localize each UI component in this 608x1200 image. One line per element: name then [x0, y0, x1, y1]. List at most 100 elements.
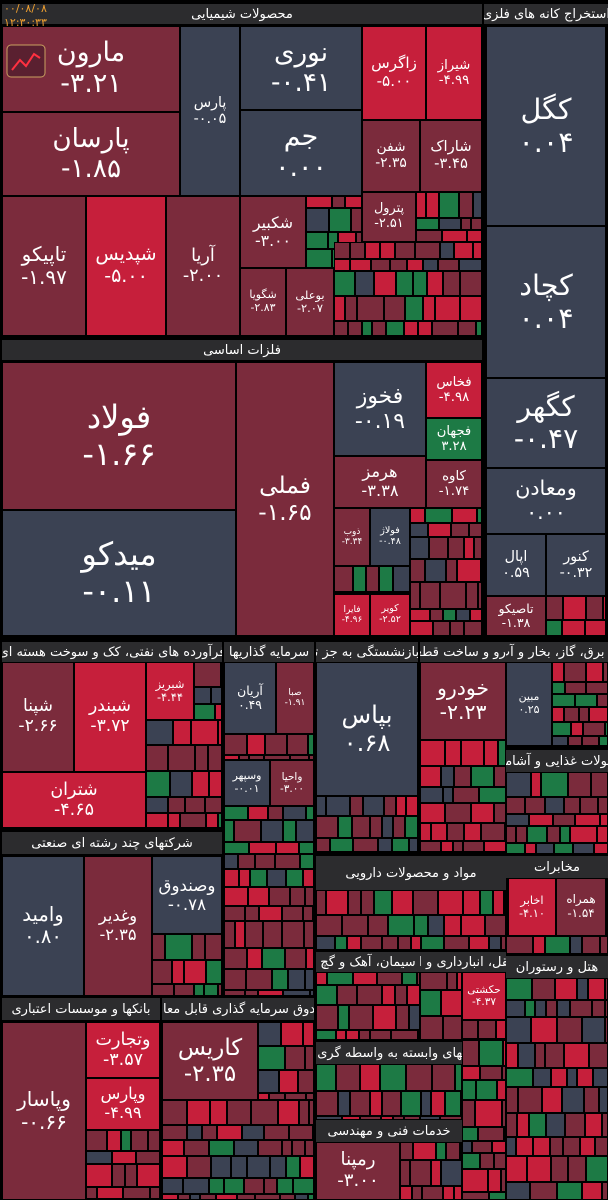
small-tile	[306, 249, 332, 268]
stock-tile: وتجارت -۳.۵۷	[86, 1022, 160, 1078]
small-tile	[494, 803, 506, 823]
small-tile	[258, 1022, 281, 1046]
small-tile	[416, 192, 426, 218]
small-tile	[379, 566, 393, 592]
small-tile	[255, 1194, 280, 1200]
stock-tile: نوری -۰.۴۱	[240, 26, 362, 110]
small-tile	[211, 1156, 231, 1178]
small-tile	[453, 787, 479, 803]
small-tile	[224, 806, 248, 820]
small-tile	[415, 242, 440, 259]
small-tile	[564, 1043, 589, 1068]
small-tile	[170, 771, 192, 797]
small-tile	[457, 972, 462, 990]
filler-block	[420, 740, 506, 852]
small-tile	[407, 985, 420, 1005]
small-tile	[413, 271, 427, 296]
small-tile	[316, 816, 338, 838]
small-tile	[600, 936, 608, 954]
small-tile	[357, 296, 384, 321]
small-tile	[247, 1156, 270, 1178]
small-tile	[146, 745, 168, 771]
small-tile	[410, 582, 420, 609]
small-tile	[224, 906, 245, 921]
price-change: -۲.۶۶	[18, 716, 58, 736]
small-tile	[461, 740, 484, 766]
small-tile	[384, 796, 396, 816]
price-change: -۱.۶۵	[258, 498, 312, 526]
small-tile	[406, 796, 418, 816]
small-tile	[471, 803, 494, 823]
price-change: -۳.۷۲	[90, 716, 130, 736]
small-tile	[305, 1046, 314, 1070]
small-tile	[299, 842, 314, 854]
small-tile	[585, 1113, 602, 1137]
small-tile	[146, 797, 168, 813]
price-change: -۲.۲۳	[439, 700, 487, 724]
small-tile	[471, 218, 482, 230]
small-tile	[305, 887, 314, 906]
stock-symbol: شبندر	[89, 696, 131, 717]
small-tile	[306, 806, 314, 820]
stock-tile: شیراز -۴.۹۹	[426, 26, 482, 120]
small-tile	[530, 1182, 557, 1200]
small-tile	[504, 1127, 506, 1141]
filler-block	[552, 662, 608, 746]
small-tile	[460, 296, 482, 321]
small-tile	[296, 820, 314, 842]
sector-header: حمل و نقل، انبارداری و ارتباطات	[420, 952, 506, 972]
small-tile	[372, 321, 386, 336]
small-tile	[506, 978, 532, 1000]
stock-tile: شبندر -۳.۷۲	[74, 662, 146, 772]
sector-header: خودرو و ساخت قطعات	[420, 642, 506, 662]
sector-header: خدمات فنی و مهندسی	[316, 1120, 462, 1142]
stock-tile: کگل ۰.۰۴	[486, 26, 606, 226]
small-tile	[420, 766, 441, 787]
stock-symbol: فخوز	[356, 383, 404, 409]
small-tile	[420, 841, 441, 852]
small-tile	[464, 823, 481, 841]
price-change: ۳.۲۸	[441, 439, 467, 454]
small-tile	[563, 1137, 580, 1156]
small-tile	[462, 1153, 480, 1169]
small-tile	[209, 771, 222, 797]
stock-symbol: شگویا	[249, 288, 277, 302]
stock-symbol: وپارس	[100, 1084, 146, 1104]
stock-tile: میدکو -۰.۱۱	[2, 510, 236, 636]
small-tile	[421, 1091, 431, 1116]
small-tile	[224, 887, 248, 906]
small-tile	[303, 1022, 314, 1046]
date: ۰۰/۰۸/۰۸	[4, 2, 47, 15]
price-change: -۳.۰۰	[280, 783, 304, 795]
small-tile	[348, 321, 362, 336]
small-tile	[433, 621, 450, 636]
small-tile	[410, 621, 433, 636]
small-tile	[463, 890, 480, 915]
small-tile	[210, 1100, 227, 1125]
small-tile	[533, 1137, 550, 1156]
stock-tile: وپاسار -۰.۶۶	[2, 1022, 86, 1200]
small-tile	[518, 1043, 535, 1068]
stock-symbol: وصندوق	[158, 875, 216, 895]
small-tile	[527, 1156, 551, 1182]
small-tile	[300, 854, 314, 869]
small-tile	[242, 1125, 264, 1140]
small-tile	[245, 921, 263, 948]
small-tile	[282, 1140, 292, 1156]
small-tile	[448, 537, 464, 559]
small-tile	[146, 813, 168, 828]
small-tile	[172, 960, 184, 984]
small-tile	[400, 1142, 413, 1160]
small-tile	[570, 826, 597, 843]
stock-tile: وصندوق -۰.۷۸	[152, 856, 222, 934]
small-tile	[417, 972, 420, 985]
small-tile	[398, 936, 411, 950]
small-tile	[380, 242, 395, 259]
small-tile	[425, 559, 446, 582]
small-tile	[204, 984, 218, 996]
small-tile	[597, 694, 608, 707]
small-tile	[272, 969, 288, 990]
small-tile	[476, 321, 482, 336]
small-tile	[536, 843, 554, 854]
filler-block	[546, 596, 606, 636]
